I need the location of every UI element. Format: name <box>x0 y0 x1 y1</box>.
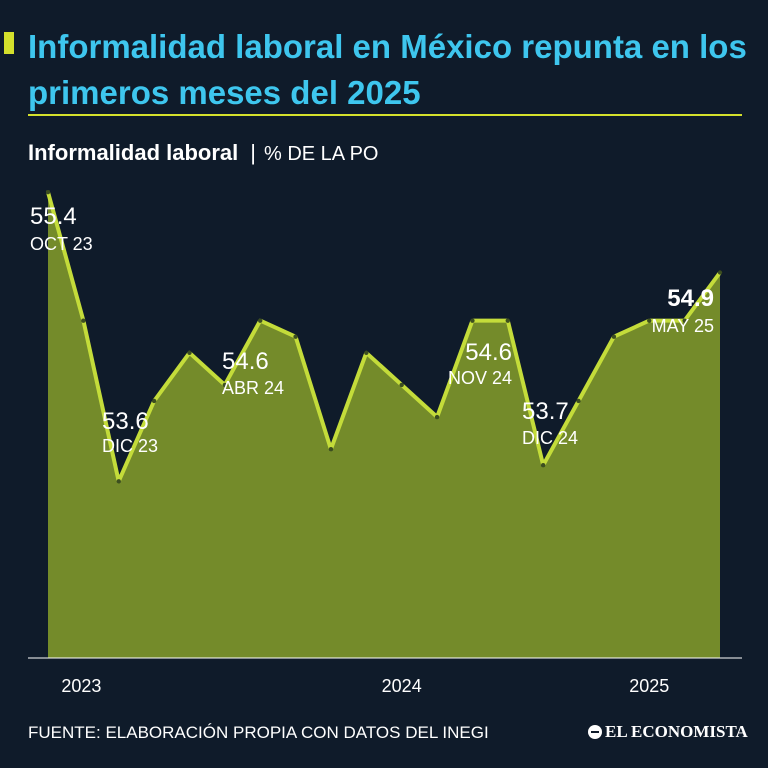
data-point-jun-24 <box>328 446 334 452</box>
data-point-feb-24 <box>187 350 192 355</box>
annotation-label-dic-24: DIC 24 <box>522 428 578 448</box>
brand-logo: EL ECONOMISTA <box>588 721 748 743</box>
data-point-abr-25 <box>682 318 687 323</box>
title-accent-bar <box>4 32 14 54</box>
x-tick-label-2023: 2023 <box>61 676 101 696</box>
annotation-value-abr-24: 54.6 <box>222 348 269 375</box>
el-economista-logo-icon <box>588 725 602 739</box>
annotation-value-oct-23: 55.4 <box>30 203 77 230</box>
annotation-label-nov-24: NOV 24 <box>448 368 512 388</box>
annotation-value-nov-24: 54.6 <box>465 339 512 366</box>
data-point-dic-23 <box>116 479 121 484</box>
series-line <box>46 190 722 484</box>
data-point-oct-23 <box>45 189 51 195</box>
annotation-label-abr-24: ABR 24 <box>222 378 284 398</box>
annotation-value-may-25: 54.9 <box>667 285 714 312</box>
source-note: FUENTE: ELABORACIÓN PROPIA CON DATOS DEL… <box>28 723 489 742</box>
data-point-abr-24 <box>258 318 263 323</box>
data-point-ago-24 <box>399 382 404 388</box>
data-point-nov-24 <box>505 318 510 323</box>
brand-name: EL ECONOMISTA <box>605 722 748 741</box>
data-point-ene-25 <box>576 398 581 404</box>
series-area <box>48 192 720 658</box>
chart-subtitle: Informalidad laboral | % DE LA PO <box>28 140 378 167</box>
chart-unit-label: % DE LA PO <box>263 143 379 165</box>
data-point-dic-24 <box>540 463 546 468</box>
annotation-label-may-25: MAY 25 <box>652 316 714 336</box>
title-divider <box>28 114 742 116</box>
data-point-mar-25 <box>647 318 652 323</box>
annotation-value-dic-23: 53.6 <box>102 408 149 435</box>
x-tick-label-2025: 2025 <box>629 676 669 696</box>
annotation-label-dic-23: DIC 23 <box>102 436 158 456</box>
data-point-may-25 <box>717 270 723 275</box>
data-point-may-24 <box>293 334 298 339</box>
data-point-nov-23 <box>81 318 86 323</box>
data-point-mar-24 <box>222 382 228 388</box>
data-point-ene-24 <box>151 398 157 404</box>
data-point-feb-25 <box>611 334 617 339</box>
data-point-oct-24 <box>470 318 475 323</box>
data-point-jul-24 <box>364 350 369 355</box>
data-point-sep-24 <box>434 414 440 420</box>
annotation-value-dic-24: 53.7 <box>522 398 569 425</box>
chart-series-label: Informalidad laboral <box>28 140 239 165</box>
subtitle-separator: | <box>250 140 256 165</box>
page-title: Informalidad laboral en México repunta e… <box>28 28 747 111</box>
x-tick-label-2024: 2024 <box>382 676 422 696</box>
annotation-label-oct-23: OCT 23 <box>30 234 93 254</box>
